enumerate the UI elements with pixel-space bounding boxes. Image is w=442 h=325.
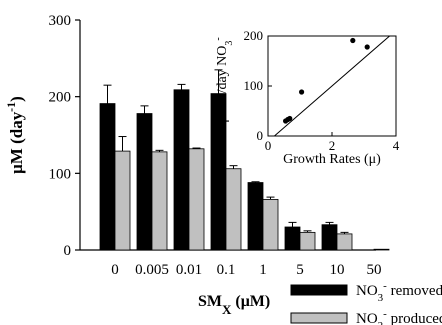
main-y-axis-label-close: )	[7, 96, 26, 102]
main-x-tick-label: 5	[296, 262, 304, 278]
bar-produced	[336, 233, 353, 251]
inset-y-tick-label: 200	[244, 28, 264, 43]
main-x-ticks: 0 0.005 0.01 0.1 1 5 10 50	[111, 262, 381, 278]
inset-points	[283, 37, 370, 124]
legend-label-removed-rest: removed	[387, 283, 442, 299]
main-x-tick-label: 0.005	[135, 262, 169, 278]
legend: NO3- removed NO2- produced	[290, 280, 442, 325]
main-y-tick-label: 300	[49, 13, 72, 29]
inset-y-tick-label: 100	[244, 78, 264, 93]
main-x-axis-label-unit: (μM)	[231, 293, 270, 310]
bar-removed	[321, 224, 338, 251]
inset-y-tick-label: 0	[257, 128, 264, 143]
legend-label-produced: NO2- produced	[356, 308, 442, 325]
legend-label-produced-superscript: -	[383, 308, 387, 320]
main-y-tick-label: 0	[64, 243, 72, 259]
inset-y-axis-label: μmol/day NO3-	[213, 37, 235, 122]
bar-removed	[99, 103, 116, 251]
inset-x-tick-label: 4	[393, 138, 400, 153]
inset-data-point	[299, 89, 305, 95]
main-y-axis-label: μM (day-1)	[4, 96, 26, 174]
main-x-axis-label-text: SM	[198, 293, 222, 310]
main-x-tick-label: 50	[367, 262, 382, 278]
inset-data-point	[350, 37, 356, 44]
main-y-axis-label-text: μM (day	[7, 111, 26, 174]
legend-label-produced-subscript: 2	[378, 320, 384, 325]
inset-y-ticks: 0 100 200	[244, 28, 272, 143]
bar-removed	[247, 182, 264, 251]
legend-label-removed-subscript: 3	[378, 292, 384, 304]
bar-produced	[225, 168, 242, 251]
inset-y-axis-label-text: μmol/day NO	[215, 46, 230, 123]
main-x-axis-label: SMX (μM)	[198, 293, 270, 317]
main-y-ticks: 0 100 200 300	[49, 13, 80, 259]
main-bars	[99, 69, 390, 251]
legend-label-removed-superscript: -	[383, 280, 387, 292]
main-x-tick-label: 0.01	[176, 262, 202, 278]
bar-produced	[151, 151, 168, 251]
legend-label-produced-rest: produced	[387, 311, 442, 325]
main-x-axis-label-subscript: X	[222, 302, 232, 317]
legend-label-produced-text: NO	[356, 311, 378, 325]
main-y-axis-label-exponent: -1	[4, 102, 18, 112]
bar-produced	[262, 198, 279, 251]
bar-produced	[373, 248, 390, 251]
main-x-tick-label: 1	[259, 262, 267, 278]
main-y-tick-label: 200	[49, 90, 72, 106]
inset-data-point	[364, 44, 370, 50]
inset-plot-area: 0 100 200 0 2 4 Growth Rates (μ) μmol/day NO…	[213, 28, 400, 167]
inset-x-tick-label: 2	[329, 138, 336, 153]
bar-removed	[136, 113, 153, 251]
legend-swatch-removed	[290, 284, 348, 296]
main-y-tick-label: 100	[49, 166, 72, 182]
bar-produced	[188, 148, 205, 251]
legend-label-removed: NO3- removed	[356, 280, 442, 304]
inset-x-axis-label: Growth Rates (μ)	[283, 152, 381, 167]
bar-removed	[284, 226, 301, 251]
main-x-tick-label: 10	[330, 262, 345, 278]
inset-data-point	[287, 115, 293, 122]
inset-trendline	[274, 35, 390, 137]
bar-produced	[114, 150, 131, 251]
inset-x-tick-label: 0	[265, 138, 272, 153]
main-x-tick-label: 0	[111, 262, 119, 278]
bar-removed	[173, 89, 190, 251]
bar-produced	[299, 231, 316, 251]
legend-label-removed-text: NO	[356, 283, 378, 299]
inset-y-axis-label-subscript: 3	[224, 41, 235, 46]
main-x-tick-label: 0.1	[217, 262, 236, 278]
inset-y-axis-label-superscript: -	[213, 37, 224, 40]
inset-x-ticks: 0 2 4	[265, 132, 400, 153]
legend-swatch-produced	[290, 312, 348, 324]
